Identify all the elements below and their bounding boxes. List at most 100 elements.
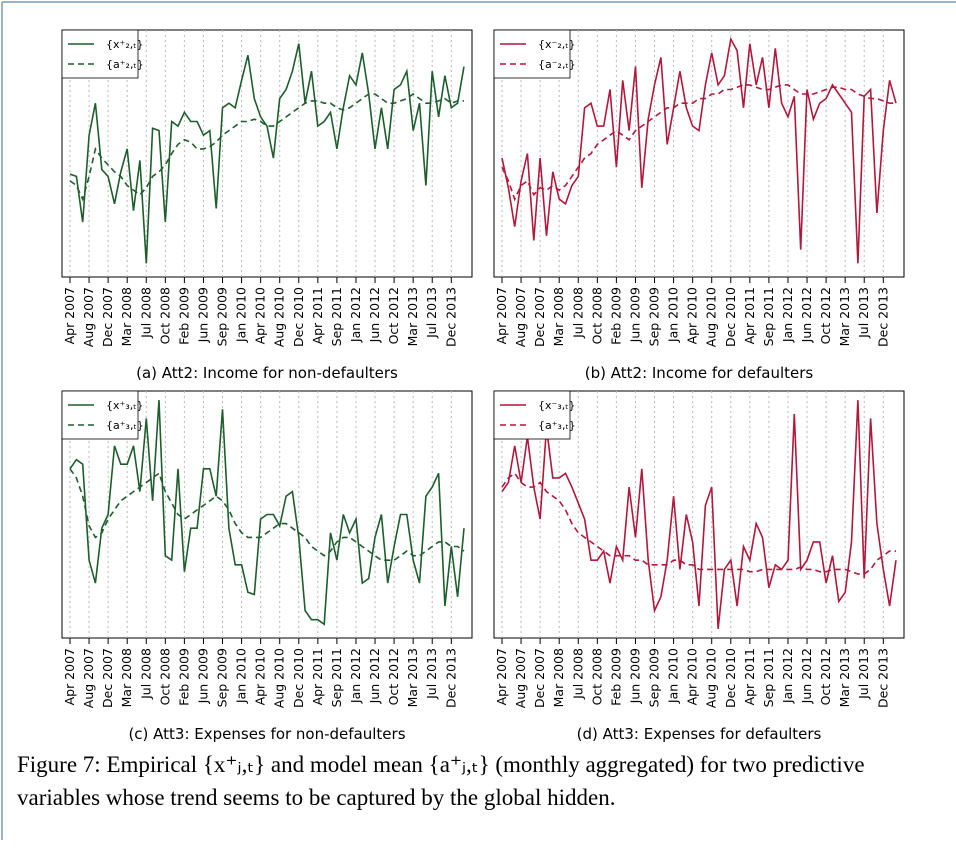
x-tick-label: Oct 2008 xyxy=(157,648,172,705)
plot-frame xyxy=(493,29,905,278)
x-tick-label: Jul 2013 xyxy=(856,648,871,700)
x-tick-label: Mar 2013 xyxy=(837,648,852,707)
x-tick-label: Apr 2007 xyxy=(62,287,77,344)
x-tick-label: Dec 2013 xyxy=(443,287,458,347)
x-tick-label: Sep 2009 xyxy=(215,648,230,707)
subfigure-caption: (d) Att3: Expenses for defaulters xyxy=(577,725,822,743)
x-tick-label: Apr 2010 xyxy=(685,287,700,344)
data-line xyxy=(501,400,897,629)
legend-label: {a⁺₃,ₜ} xyxy=(538,419,576,432)
x-tick-label: Apr 2010 xyxy=(685,648,700,705)
x-tick-label: Jul 2008 xyxy=(570,648,585,700)
x-tick-label: Mar 2013 xyxy=(837,287,852,346)
x-tick-label: Jul 2008 xyxy=(138,287,153,339)
x-tick-label: Sep 2009 xyxy=(215,287,230,346)
x-tick-label: Aug 2010 xyxy=(272,648,287,708)
x-tick-label: Jan 2012 xyxy=(348,287,363,343)
x-tick-label: Dec 2007 xyxy=(100,287,115,347)
legend-label: {x⁻₂,ₜ} xyxy=(538,38,575,51)
x-tick-label: Jan 2012 xyxy=(348,648,363,704)
x-tick-label: Mar 2013 xyxy=(405,287,420,346)
x-tick-label: Oct 2012 xyxy=(818,648,833,705)
x-tick-label: Jun 2009 xyxy=(195,287,210,343)
x-tick-label: Sep 2011 xyxy=(761,287,776,346)
x-tick-label: Dec 2007 xyxy=(100,648,115,708)
x-tick-label: Dec 2010 xyxy=(723,287,738,347)
x-tick-label: Oct 2012 xyxy=(386,287,401,344)
x-tick-label: Mar 2008 xyxy=(551,287,566,346)
legend-label: {a⁺₂,ₜ} xyxy=(106,58,144,71)
plot-frame xyxy=(61,29,473,278)
x-tick-label: Apr 2007 xyxy=(494,648,509,705)
x-tick-label: Oct 2008 xyxy=(589,648,604,705)
legend-box xyxy=(493,29,571,79)
x-tick-label: Feb 2009 xyxy=(176,287,191,345)
data-line xyxy=(501,36,897,264)
x-tick-label: Jun 2012 xyxy=(367,287,382,343)
subfigure-caption: (c) Att3: Expenses for non-defaulters xyxy=(128,725,405,743)
x-tick-label: Dec 2010 xyxy=(291,648,306,708)
legend-label: {a⁺₃,ₜ} xyxy=(106,419,144,432)
trend-line xyxy=(69,93,464,202)
x-tick-label: Jun 2012 xyxy=(799,648,814,704)
x-tick-label: Dec 2007 xyxy=(532,287,547,347)
x-tick-label: Aug 2010 xyxy=(272,287,287,347)
plot-frame xyxy=(61,390,473,639)
plot-frame xyxy=(493,390,905,639)
x-tick-label: Jun 2012 xyxy=(799,287,814,343)
x-tick-label: Jan 2010 xyxy=(234,287,249,343)
trend-line xyxy=(69,468,465,561)
x-tick-label: Sep 2011 xyxy=(761,648,776,707)
x-tick-label: Jan 2010 xyxy=(666,287,681,343)
x-tick-label: Oct 2008 xyxy=(589,287,604,344)
subfigure-caption: (b) Att2: Income for defaulters xyxy=(585,364,814,382)
x-tick-label: Apr 2011 xyxy=(742,648,757,705)
x-tick-label: Aug 2007 xyxy=(81,287,96,347)
x-tick-label: Mar 2013 xyxy=(405,648,420,707)
trend-line xyxy=(501,84,896,202)
x-tick-label: Jun 2012 xyxy=(367,648,382,704)
x-tick-label: Aug 2007 xyxy=(513,287,528,347)
trend-line xyxy=(501,472,896,575)
x-tick-label: Apr 2011 xyxy=(310,648,325,705)
figure-caption: Figure 7: Empirical {x⁺ⱼ,ₜ} and model me… xyxy=(17,752,865,810)
x-tick-label: Oct 2008 xyxy=(157,287,172,344)
legend-label: {x⁻₃,ₜ} xyxy=(538,399,575,412)
x-tick-label: Dec 2010 xyxy=(291,287,306,347)
legend-box xyxy=(493,390,571,440)
x-tick-label: Dec 2013 xyxy=(875,287,890,347)
x-tick-label: Aug 2010 xyxy=(704,648,719,708)
x-tick-label: Apr 2011 xyxy=(310,287,325,344)
data-line xyxy=(69,400,465,626)
x-tick-label: Sep 2009 xyxy=(647,287,662,346)
x-tick-label: Feb 2009 xyxy=(608,648,623,706)
x-tick-label: Sep 2009 xyxy=(647,648,662,707)
x-tick-label: Jul 2008 xyxy=(570,287,585,339)
x-tick-label: Feb 2009 xyxy=(608,287,623,345)
legend-label: {x⁺₂,ₜ} xyxy=(106,38,143,51)
x-tick-label: Aug 2010 xyxy=(704,287,719,347)
data-line xyxy=(69,43,465,264)
x-tick-label: Aug 2007 xyxy=(513,648,528,708)
legend-label: {a⁻₂,ₜ} xyxy=(538,58,576,71)
x-tick-label: Jul 2013 xyxy=(856,287,871,339)
x-tick-label: Jul 2013 xyxy=(424,648,439,700)
x-tick-label: Jun 2009 xyxy=(627,287,642,343)
x-tick-label: Oct 2012 xyxy=(818,287,833,344)
x-tick-label: Jun 2009 xyxy=(195,648,210,704)
x-tick-label: Jun 2009 xyxy=(627,648,642,704)
x-tick-label: Jan 2012 xyxy=(780,287,795,343)
x-tick-label: Sep 2011 xyxy=(329,287,344,346)
legend-label: {x⁺₃,ₜ} xyxy=(106,399,143,412)
x-tick-label: Mar 2008 xyxy=(551,648,566,707)
x-tick-label: Dec 2013 xyxy=(875,648,890,708)
x-tick-label: Apr 2010 xyxy=(253,287,268,344)
legend-box xyxy=(61,390,139,440)
x-tick-label: Mar 2008 xyxy=(119,648,134,707)
x-tick-label: Apr 2011 xyxy=(742,287,757,344)
x-tick-label: Feb 2009 xyxy=(176,648,191,706)
x-tick-label: Mar 2008 xyxy=(119,287,134,346)
x-tick-label: Oct 2012 xyxy=(386,648,401,705)
